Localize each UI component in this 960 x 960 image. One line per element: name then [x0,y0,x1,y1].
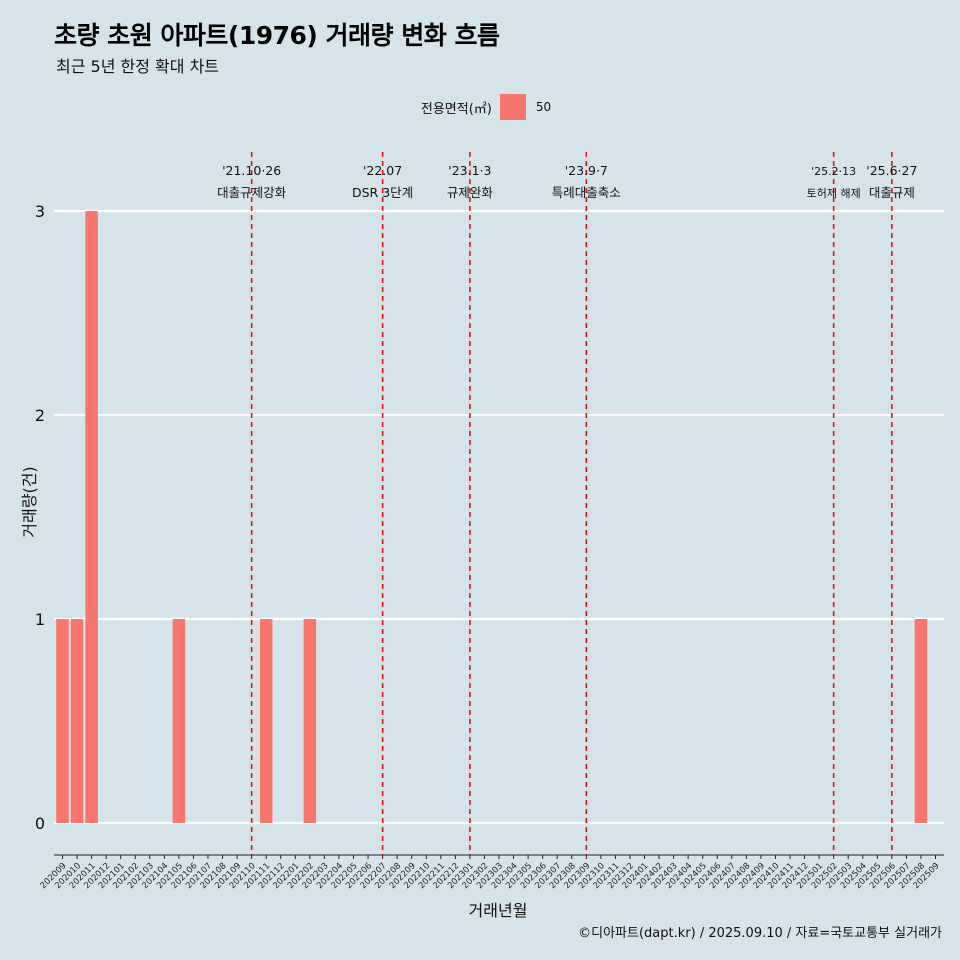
event-date-label: '25.2·13 [811,165,856,178]
bar [85,211,98,823]
x-axis-label: 거래년월 [468,901,528,920]
event-name-label: 규제완화 [447,185,494,200]
bar [70,619,84,823]
legend-title: 전용면적(㎡) [420,101,492,117]
y-tick-label: 3 [35,202,45,221]
legend-swatch [499,94,526,120]
event-date-label: '25.6·27 [866,163,917,178]
event-date-label: '23.9·7 [565,163,608,178]
legend: 전용면적(㎡) 50 [0,94,960,120]
y-tick-label: 0 [35,814,45,833]
event-name-label: 특례대출축소 [552,185,621,200]
event-name-label: 토허제 해제 [807,186,861,200]
event-date-label: '21.10·26 [222,163,281,178]
y-tick-label: 2 [35,406,45,425]
source-caption: ©디아파트(dapt.kr) / 2025.09.10 / 자료=국토교통부 실… [578,926,942,941]
bar [259,619,273,823]
event-date-label: '23.1·3 [448,163,491,178]
event-name-label: DSR 3단계 [352,185,413,200]
chart-title: 초량 초원 아파트(1976) 거래량 변화 흐름 [54,21,500,50]
bar [914,619,928,823]
bar [303,619,317,823]
legend-label: 50 [535,100,552,114]
y-tick-label: 1 [35,610,45,629]
bar [56,619,69,823]
event-date-label: '22.07 [363,163,402,178]
y-axis-label: 거래량(건) [20,466,39,538]
event-name-label: 대출규제강화 [217,185,287,200]
event-name-label: 대출규제 [869,185,915,200]
bar [172,619,186,823]
chart-subtitle: 최근 5년 한정 확대 차트 [56,57,220,76]
